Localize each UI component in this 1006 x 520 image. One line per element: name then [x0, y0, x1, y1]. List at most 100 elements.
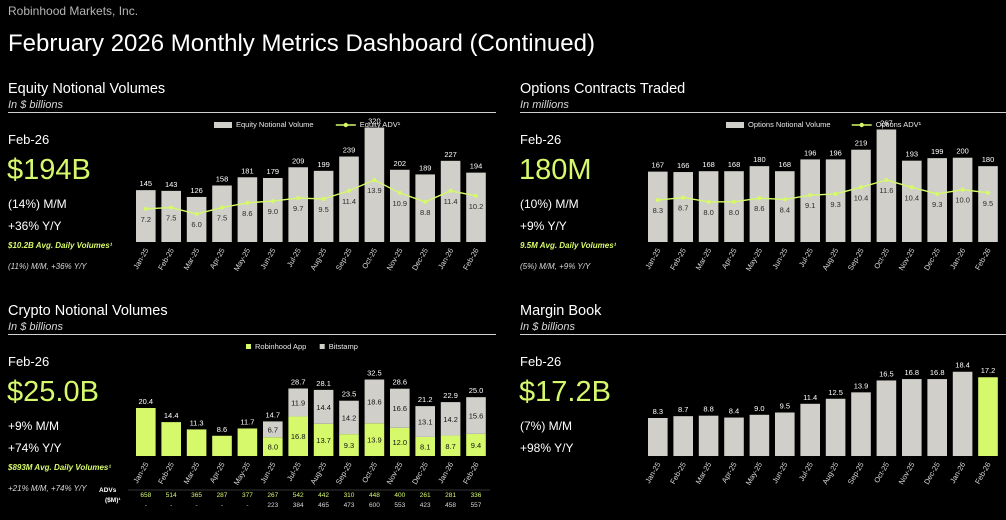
x-tick-label: Sep-25: [846, 247, 866, 272]
bar: [440, 160, 461, 242]
equity-chart: Equity Notional Volume Equity ADV¹ 145 143 1…: [131, 117, 486, 273]
crypto-panel: Crypto Notional Volumes In $ billions Fe…: [7, 303, 496, 513]
options-rule: [520, 112, 1006, 113]
adv-point: [194, 211, 199, 217]
page-title: February 2026 Monthly Metrics Dashboard …: [8, 30, 595, 57]
segment-value-label: 18.6: [367, 397, 382, 406]
bar-value-label: 193: [906, 150, 919, 159]
adv-point: [655, 197, 660, 203]
adv-value-label: 8.3: [653, 206, 663, 215]
bar-robinhood-app: [212, 435, 232, 456]
bar-total-label: 32.5: [367, 369, 382, 378]
segment-value-label: 15.6: [469, 412, 484, 421]
bar: [800, 403, 820, 456]
bar-value-label: 9.0: [754, 404, 764, 413]
x-tick-label: Feb-25: [156, 247, 176, 272]
x-tick-label: Mar-25: [694, 461, 714, 486]
x-tick-label: Sep-25: [334, 247, 354, 272]
x-tick-label: Jun-25: [770, 247, 789, 271]
adv-robinhood-value: 336: [471, 492, 482, 499]
bar-value-label: 8.3: [653, 407, 663, 416]
margin-rule: [520, 334, 1006, 335]
adv-robinhood-value: 365: [191, 492, 202, 499]
bar: [212, 185, 232, 242]
adv-bitstamp-value: 553: [394, 502, 405, 509]
bar: [237, 177, 258, 242]
adv-value-label: 7.5: [166, 214, 176, 223]
bar: [466, 172, 486, 242]
adv-robinhood-value: 442: [318, 492, 329, 499]
bar-robinhood-app: [186, 429, 207, 456]
options-headline-value: 180M: [519, 154, 592, 186]
bar-robinhood-app: [263, 437, 283, 456]
adv-point: [757, 196, 762, 201]
bar-value-label: 8.4: [729, 407, 739, 416]
crypto-mom: +9% M/M: [8, 419, 60, 433]
x-tick-label: Apr-25: [208, 461, 227, 485]
segment-value-label: 9.4: [471, 441, 481, 450]
x-tick-label: Feb-26: [461, 461, 481, 486]
x-tick-label: Feb-26: [973, 247, 993, 272]
legend-swatch: [246, 344, 251, 349]
segment-value-label: 12.0: [392, 438, 407, 447]
bar: [902, 379, 922, 456]
adv-point: [985, 190, 991, 195]
adv-point: [960, 187, 965, 192]
bar-bitstamp: [313, 389, 334, 424]
bar-value-label: 179: [267, 167, 280, 176]
x-tick-label: Nov-25: [897, 461, 917, 486]
x-tick-label: Mar-25: [182, 461, 202, 486]
options-adv-change: (5%) M/M, +9% Y/Y: [520, 262, 591, 271]
adv-point: [473, 193, 479, 199]
adv-point: [935, 191, 940, 197]
equity-subtitle: In $ billions: [8, 99, 64, 111]
x-tick-label: Jan-26: [436, 461, 455, 485]
x-tick-label: Jan-25: [131, 247, 150, 271]
bar-robinhood-app: [390, 427, 410, 456]
bar: [415, 174, 435, 242]
x-tick-label: Apr-25: [208, 247, 227, 271]
x-tick-label: Feb-25: [668, 461, 688, 486]
adv-point: [706, 199, 711, 204]
adv-value-label: 13.9: [367, 186, 382, 195]
adv-value-label: 9.0: [268, 207, 278, 216]
bar-value-label: 194: [470, 162, 483, 171]
bar: [876, 380, 897, 456]
margin-panel: Margin Book In $ billions Feb-26 $17.2B …: [519, 303, 1006, 513]
bar-value-label: 200: [956, 147, 969, 156]
adv-series-line: [145, 179, 477, 215]
x-tick-label: Sep-25: [846, 461, 866, 486]
adv-robinhood-value: 658: [140, 492, 151, 499]
bar-total-label: 23.5: [342, 390, 357, 399]
bar-robinhood-app: [136, 408, 156, 456]
adv-value-label: 11.4: [444, 197, 458, 206]
bar-value-label: 166: [677, 161, 690, 170]
bar-value-label: 158: [216, 175, 229, 184]
bar: [978, 166, 998, 242]
crypto-subtitle: In $ billions: [8, 321, 64, 333]
segment-value-label: 8.7: [445, 442, 455, 451]
bar: [825, 398, 846, 456]
legend-swatch: [319, 344, 325, 349]
equity-headline-value: $194B: [7, 154, 91, 186]
segment-value-label: 16.6: [392, 404, 407, 413]
x-tick-label: Mar-25: [182, 247, 202, 272]
equity-rule: [8, 112, 496, 113]
adv-value-label: 9.5: [318, 205, 328, 214]
adv-bitstamp-value: 557: [471, 502, 482, 509]
bar-value-label: 16.8: [930, 368, 945, 377]
adv-value-label: 6.0: [191, 220, 201, 229]
bar-value-label: 126: [190, 186, 203, 195]
bar-value-label: 320: [368, 117, 381, 126]
bar-bitstamp: [466, 397, 486, 434]
x-tick-label: Feb-26: [973, 461, 993, 486]
adv-value-label: 9.3: [932, 200, 942, 209]
bar: [186, 196, 207, 242]
bar: [902, 160, 922, 242]
bar: [136, 190, 156, 242]
bar-bitstamp: [390, 388, 410, 428]
adv-point: [448, 188, 453, 193]
bar: [161, 190, 181, 242]
margin-subtitle: In $ billions: [520, 321, 576, 333]
adv-point: [346, 188, 352, 193]
